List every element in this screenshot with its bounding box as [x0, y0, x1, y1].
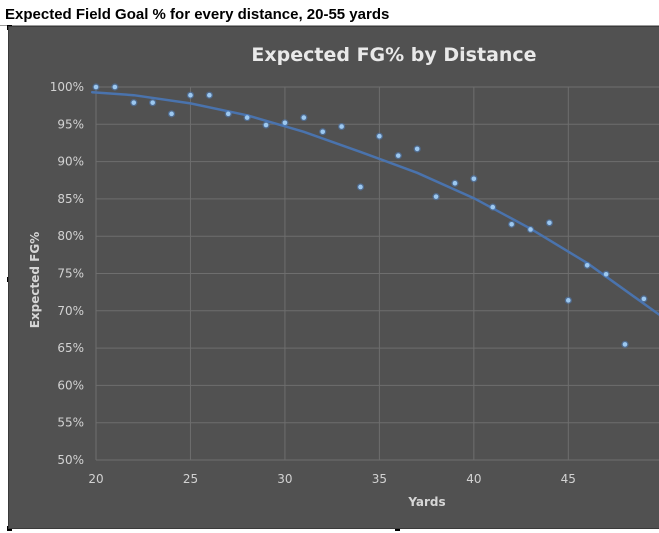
data-point[interactable]: [603, 271, 609, 277]
data-point[interactable]: [207, 92, 212, 98]
data-point[interactable]: [641, 296, 647, 302]
data-point[interactable]: [320, 129, 326, 135]
x-axis-title[interactable]: Yards: [407, 495, 445, 509]
y-tick-label: 50%: [57, 453, 84, 467]
data-point[interactable]: [282, 120, 288, 126]
y-tick-label: 60%: [57, 378, 84, 392]
x-tick-label: 40: [466, 472, 481, 486]
x-tick-label: 35: [372, 472, 387, 486]
data-point[interactable]: [547, 220, 552, 226]
y-tick-label: 75%: [57, 267, 84, 281]
y-tick-label: 85%: [57, 192, 84, 206]
y-tick-label: 95%: [57, 117, 84, 131]
x-tick-label: 25: [183, 472, 198, 486]
chart-resize-handle-bottom[interactable]: [395, 526, 400, 531]
data-point[interactable]: [225, 111, 231, 117]
x-tick-label: 20: [88, 472, 103, 486]
data-point[interactable]: [414, 146, 420, 152]
y-tick-label: 90%: [57, 155, 84, 169]
trendline[interactable]: [90, 90, 659, 316]
data-point[interactable]: [112, 84, 118, 90]
chart-area[interactable]: 50% 55% 60% 65% 70% 75% 80% 85% 90% 95% 100% 20 25 30…: [8, 26, 659, 529]
y-axis-title[interactable]: Expected FG%: [28, 232, 42, 329]
fg-scatter-chart: 50% 55% 60% 65% 70% 75% 80% 85% 90% 95% 100% 20 25 30…: [28, 44, 659, 509]
data-point[interactable]: [471, 176, 477, 182]
data-point[interactable]: [301, 115, 307, 120]
data-point[interactable]: [263, 122, 269, 128]
data-point[interactable]: [169, 111, 174, 117]
data-point[interactable]: [509, 221, 514, 227]
data-point[interactable]: [131, 100, 137, 105]
sheet-title: Expected Field Goal % for every distance…: [0, 0, 659, 26]
data-point[interactable]: [150, 100, 155, 105]
y-tick-label: 70%: [57, 304, 84, 318]
chart-title[interactable]: Expected FG% by Distance: [251, 44, 536, 66]
data-point[interactable]: [377, 133, 382, 139]
data-points: [92, 83, 648, 348]
y-tick-label: 100%: [50, 80, 84, 94]
data-point[interactable]: [528, 227, 533, 232]
y-tick-label: 80%: [57, 229, 84, 243]
y-tick-label: 55%: [57, 416, 84, 430]
data-point[interactable]: [188, 92, 193, 98]
data-point[interactable]: [584, 262, 590, 268]
data-point[interactable]: [244, 115, 250, 120]
data-point[interactable]: [433, 194, 439, 199]
data-point[interactable]: [622, 342, 628, 347]
data-point[interactable]: [452, 180, 458, 186]
tick-labels: 50% 55% 60% 65% 70% 75% 80% 85% 90% 95% 100% 20 25 30…: [50, 80, 576, 486]
data-point[interactable]: [395, 153, 401, 158]
data-point[interactable]: [490, 204, 496, 210]
x-tick-label: 45: [561, 472, 576, 486]
data-point[interactable]: [93, 84, 99, 90]
data-point[interactable]: [566, 298, 571, 303]
chart-resize-handle-bottom-left[interactable]: [7, 526, 12, 531]
data-point[interactable]: [358, 184, 363, 190]
trendline-layer: [90, 90, 659, 316]
y-tick-label: 65%: [57, 341, 84, 355]
x-tick-label: 30: [277, 472, 292, 486]
gridlines: [95, 86, 659, 461]
data-point[interactable]: [339, 124, 344, 129]
